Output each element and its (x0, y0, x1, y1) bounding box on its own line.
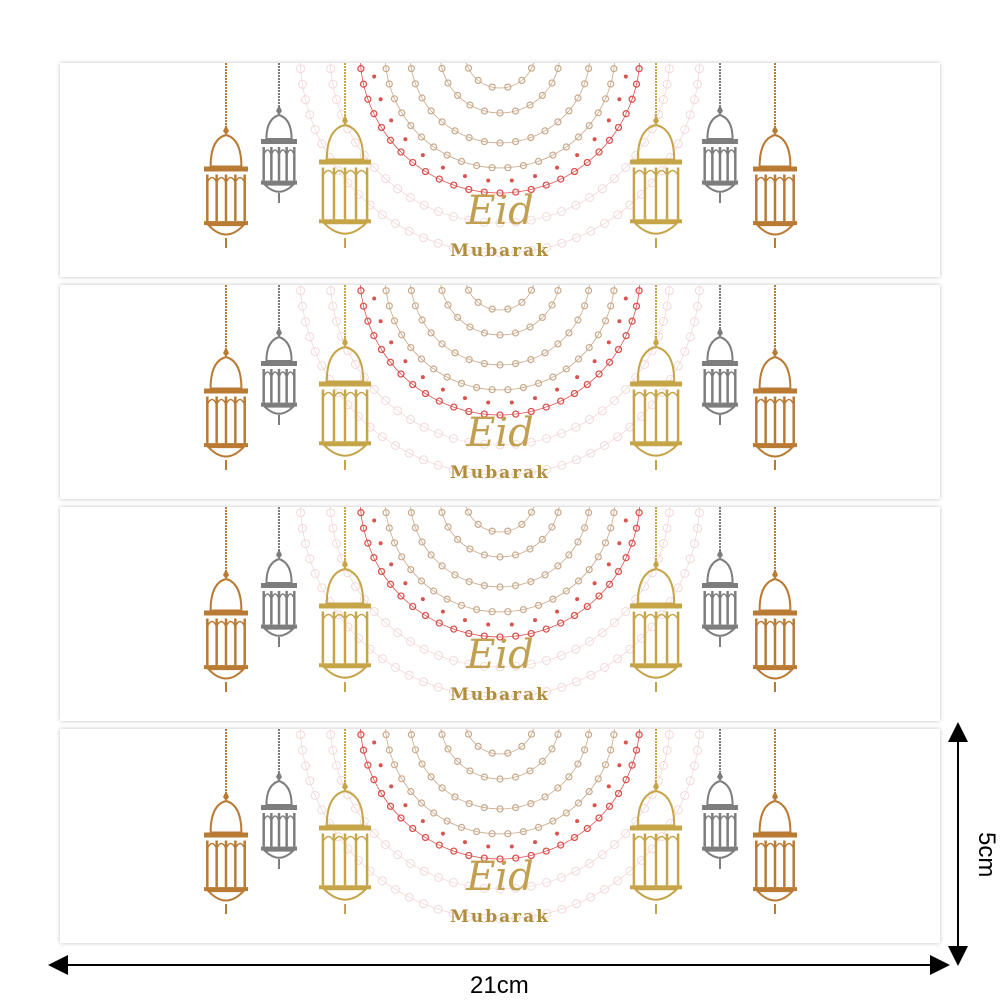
copper-lantern-icon (753, 63, 797, 248)
silver-lantern-icon (261, 285, 297, 425)
mandala-ornament (296, 285, 704, 480)
silver-lantern-icon (702, 63, 738, 203)
eid-banner: Eid Mubarak (60, 507, 940, 721)
silver-lantern-icon (261, 729, 297, 869)
silver-lantern-icon (261, 507, 297, 647)
height-label: 5cm (973, 832, 1000, 878)
mandala-ornament (296, 729, 704, 924)
silver-lantern-icon (702, 507, 738, 647)
width-label: 21cm (470, 972, 529, 999)
copper-lantern-icon (204, 729, 248, 914)
banner-subtitle: Mubarak (450, 463, 550, 483)
banner-title: Eid (466, 632, 534, 678)
gold-lantern-icon (319, 729, 371, 914)
eid-banner: Eid Mubarak (60, 63, 940, 277)
banner-subtitle: Mubarak (450, 907, 550, 927)
silver-lantern-icon (702, 729, 738, 869)
gold-lantern-icon (319, 63, 371, 248)
copper-lantern-icon (753, 507, 797, 692)
copper-lantern-icon (204, 285, 248, 470)
mandala-ornament (296, 507, 704, 702)
gold-lantern-icon (630, 507, 682, 692)
eid-banner: Eid Mubarak (60, 729, 940, 943)
gold-lantern-icon (319, 507, 371, 692)
silver-lantern-icon (702, 285, 738, 425)
banner-title: Eid (466, 410, 534, 456)
gold-lantern-icon (630, 729, 682, 914)
gold-lantern-icon (630, 63, 682, 248)
banner-subtitle: Mubarak (450, 241, 550, 261)
gold-lantern-icon (630, 285, 682, 470)
mandala-ornament (296, 63, 704, 258)
silver-lantern-icon (261, 63, 297, 203)
banner-title: Eid (466, 854, 534, 900)
gold-lantern-icon (319, 285, 371, 470)
copper-lantern-icon (204, 63, 248, 248)
banner-subtitle: Mubarak (450, 685, 550, 705)
copper-lantern-icon (753, 285, 797, 470)
eid-banner: Eid Mubarak (60, 285, 940, 499)
copper-lantern-icon (753, 729, 797, 914)
banner-title: Eid (466, 188, 534, 234)
copper-lantern-icon (204, 507, 248, 692)
